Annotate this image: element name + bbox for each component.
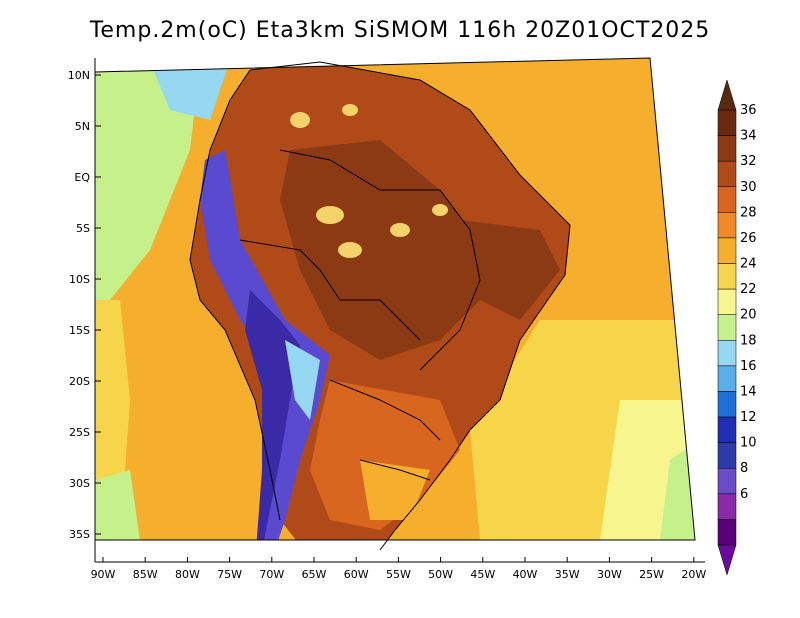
brazil-border-north [279, 149, 481, 371]
pacific-cool-south [95, 470, 140, 540]
lon-tick-label: 75W [217, 568, 242, 581]
lon-tick-label: 85W [133, 568, 158, 581]
lon-tick-label: 30W [597, 568, 622, 581]
colorbar-label: 30 [740, 180, 757, 195]
colorbar-label: 6 [740, 487, 748, 502]
northeast-very-hot [460, 220, 560, 320]
lat-tick-label: 10S [69, 273, 90, 286]
colorbar-under-triangle [717, 544, 737, 576]
colorbar-segment [717, 263, 737, 290]
colorbar-segment [717, 314, 737, 341]
paraguay-border [329, 379, 441, 441]
colorbar-label: 18 [740, 333, 757, 348]
interior-very-hot [280, 140, 480, 360]
colorbar-label: 16 [740, 359, 757, 374]
colorbar-segment [717, 237, 737, 264]
hotspot [290, 112, 310, 128]
colorbar-label: 32 [740, 154, 757, 169]
lat-tick-label: 25S [69, 426, 90, 439]
coastline-west [189, 69, 281, 521]
colorbar-label: 10 [740, 436, 757, 451]
colorbar-label: 34 [740, 129, 757, 144]
longitude-axis: 90W 85W 80W 75W 70W 65W 60W 55W 50W 45W 40W 35W 30W 2… [91, 557, 706, 581]
colorbar-label: 8 [740, 461, 748, 476]
lon-tick-label: 25W [639, 568, 664, 581]
map-title: Temp.2m(oC) Eta3km SiSMOM 116h 20Z01OCT2… [89, 18, 711, 43]
lon-tick-label: 70W [259, 568, 284, 581]
colorbar-label: 20 [740, 308, 757, 323]
uruguay-border [359, 459, 431, 481]
colorbar-segment [717, 519, 737, 546]
political-borders [189, 61, 571, 551]
colorbar-segment [717, 212, 737, 239]
colorbar-label: 14 [740, 384, 757, 399]
hotspot [432, 204, 448, 216]
lon-tick-label: 45W [470, 568, 495, 581]
altiplano-cool [285, 340, 320, 420]
lon-tick-label: 65W [302, 568, 327, 581]
lat-tick-label: 10N [68, 69, 90, 82]
colorbar-segment [717, 467, 737, 495]
pacific-cold-north [150, 60, 230, 120]
hotspot [342, 104, 358, 116]
coastline-east [249, 61, 571, 551]
lon-tick-label: 55W [386, 568, 411, 581]
lon-tick-label: 60W [344, 568, 369, 581]
lon-tick-label: 40W [513, 568, 538, 581]
lat-tick-label: 35S [69, 528, 90, 541]
lon-tick-label: 90W [91, 568, 116, 581]
colorbar-segment [717, 109, 737, 136]
lat-tick-label: 5N [75, 120, 90, 133]
lat-tick-label: 5S [76, 222, 90, 235]
colorbar-segment [717, 416, 737, 443]
hotspot [338, 242, 362, 258]
lon-tick-label: 80W [175, 568, 200, 581]
south-mild [360, 460, 430, 520]
atlantic-warm [460, 58, 695, 300]
pacific-cool-north [95, 65, 200, 300]
south-warm [310, 380, 460, 530]
lat-tick-label: 30S [69, 477, 90, 490]
lon-tick-label: 20W [681, 568, 706, 581]
temperature-field [95, 58, 695, 540]
lat-tick-label: EQ [74, 171, 90, 184]
colorbar-segment [717, 442, 737, 469]
andes-colder-core [245, 290, 300, 540]
latitude-axis: 10N 5N EQ 5S 10S 15S 20S 25S 30S 35S [68, 69, 101, 541]
colorbar-segment [717, 135, 737, 162]
colorbar-segment [717, 160, 737, 188]
colorbar-label: 28 [740, 205, 757, 220]
peru-bolivia-border [239, 239, 421, 341]
colorbar-segment [717, 340, 737, 367]
colorbar-segment [717, 186, 737, 213]
colorbar-segment [717, 493, 737, 520]
colorbar-segment [717, 391, 737, 418]
colorbar-label: 36 [740, 103, 757, 118]
colorbar-label: 12 [740, 410, 757, 425]
lon-tick-label: 35W [555, 568, 580, 581]
hotspot [390, 223, 410, 237]
colorbar-segment [717, 288, 737, 315]
colorbar-label: 24 [740, 257, 757, 272]
colorbar-segment [717, 365, 737, 392]
colorbar-over-triangle [717, 79, 737, 111]
colorbar-label: 22 [740, 282, 757, 297]
hotspot [316, 206, 344, 224]
colorbar: 36 34 32 30 28 26 24 22 20 18 16 14 12 10 8 6 [717, 79, 757, 576]
lat-tick-label: 20S [69, 375, 90, 388]
colorbar-label: 26 [740, 231, 757, 246]
lat-tick-label: 15S [69, 324, 90, 337]
lon-tick-label: 50W [428, 568, 453, 581]
